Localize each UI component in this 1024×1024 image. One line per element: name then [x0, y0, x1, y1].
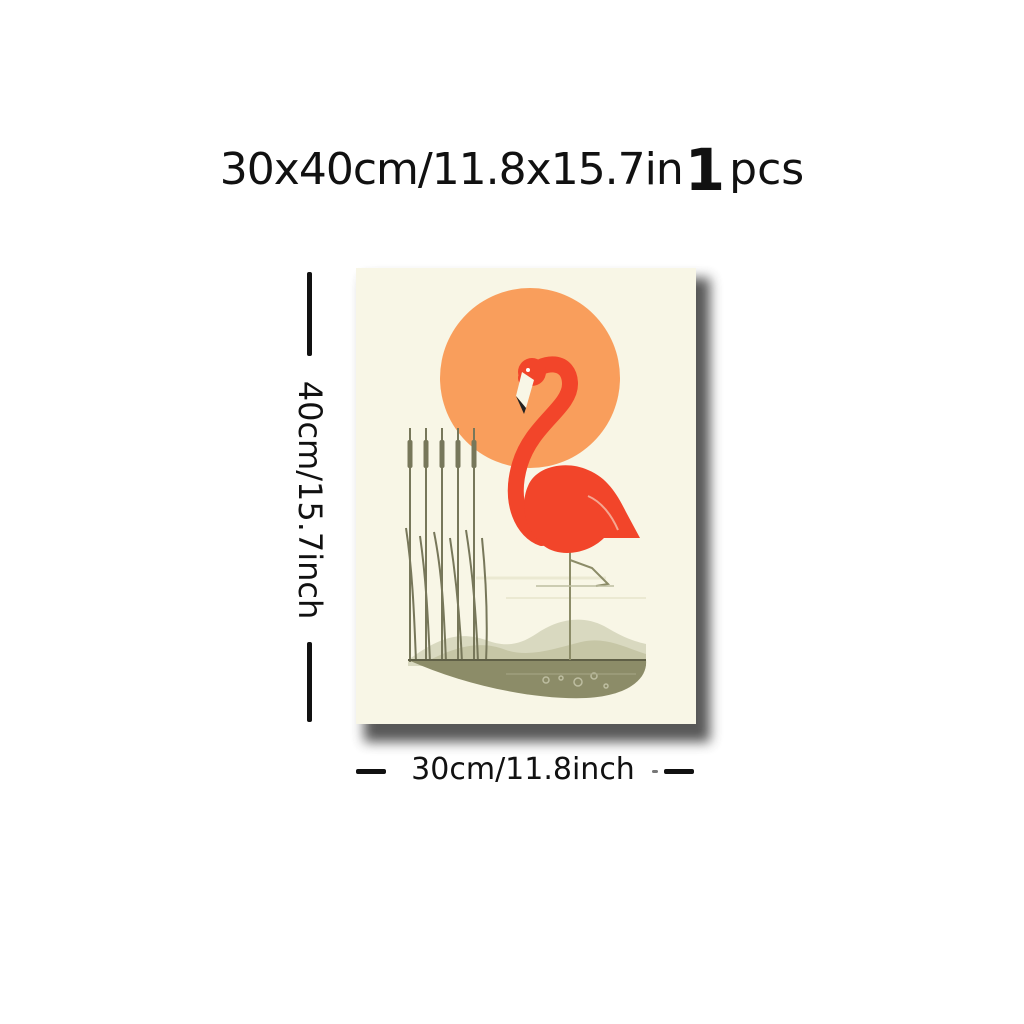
reed-heads — [407, 440, 477, 468]
width-dimension-mark — [652, 770, 658, 773]
flamingo-beak-tip — [516, 396, 526, 414]
height-dimension-line-bottom — [307, 642, 312, 722]
quantity-unit: pcs — [729, 144, 805, 195]
flamingo-beak-base — [516, 372, 534, 408]
width-dimension-line-left — [356, 769, 386, 774]
ground-dots — [542, 672, 609, 689]
product-size-headline: 30x40cm/11.8x15.7in1pcs — [0, 128, 1024, 206]
width-dimension-label: 30cm/11.8inch — [411, 752, 635, 787]
size-text: 30x40cm/11.8x15.7in — [219, 144, 684, 195]
quantity-value: 1 — [684, 136, 726, 204]
poster-artwork — [356, 268, 696, 724]
width-dimension-line-right — [664, 769, 694, 774]
height-dimension-label: 40cm/15.7inch — [291, 380, 329, 620]
ground — [408, 660, 647, 699]
flamingo-eye — [526, 368, 530, 372]
flamingo-legs — [536, 550, 614, 660]
height-dimension-line-top — [307, 272, 312, 356]
flamingo-illustration — [356, 268, 696, 724]
flamingo-body — [524, 465, 640, 553]
flamingo-neck — [507, 356, 579, 546]
flamingo-wing-line — [587, 495, 619, 531]
